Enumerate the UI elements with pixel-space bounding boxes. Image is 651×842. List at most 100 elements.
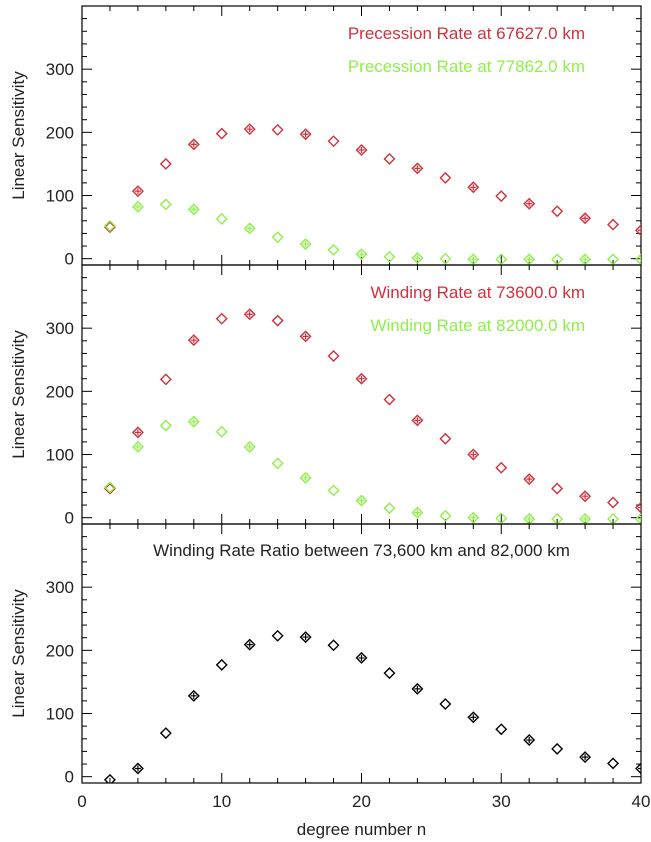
data-point — [495, 253, 508, 265]
data-point — [383, 667, 396, 680]
x-tick-label: 0 — [77, 792, 86, 811]
y-tick-label: 300 — [46, 578, 74, 597]
data-point — [551, 253, 564, 265]
data-point — [579, 751, 592, 764]
data-point-cross — [638, 765, 641, 772]
data-point — [103, 482, 116, 495]
data-point — [467, 253, 480, 265]
x-tick-label: 40 — [632, 792, 651, 811]
y-tick-label: 300 — [46, 60, 74, 79]
data-point — [187, 203, 200, 216]
data-point — [271, 231, 284, 244]
data-point — [159, 373, 172, 386]
data-point — [467, 448, 480, 461]
x-axis-label: degree number n — [297, 820, 426, 839]
plot-frame — [81, 264, 642, 525]
data-point-cross — [134, 188, 141, 195]
data-point-cross — [470, 514, 477, 521]
series-layer — [103, 123, 641, 265]
data-point — [635, 224, 641, 237]
data-point-cross — [582, 515, 589, 522]
series-1 — [103, 308, 641, 514]
data-point — [383, 152, 396, 165]
data-point — [103, 773, 116, 783]
x-tick-label: 20 — [352, 792, 371, 811]
data-point-cross — [302, 131, 309, 138]
x-tick-label: 30 — [492, 792, 511, 811]
data-point — [411, 162, 424, 175]
data-point — [327, 243, 340, 256]
series-layer — [103, 629, 641, 783]
y-tick-label: 100 — [46, 187, 74, 206]
data-point-cross — [414, 417, 421, 424]
data-point — [383, 250, 396, 263]
data-point-cross — [358, 375, 365, 382]
data-point-cross — [638, 504, 641, 511]
legend-entry: Precession Rate at 77862.0 km — [348, 57, 585, 76]
data-point-cross — [414, 255, 421, 262]
data-point — [299, 238, 312, 251]
legend-entry: Winding Rate at 73600.0 km — [370, 283, 585, 302]
data-point — [159, 198, 172, 211]
data-point — [523, 197, 536, 210]
data-point-cross — [190, 692, 197, 699]
data-point — [299, 128, 312, 141]
data-point-cross — [526, 256, 533, 263]
y-tick-label: 0 — [65, 768, 74, 787]
data-point-cross — [470, 451, 477, 458]
data-point-cross — [246, 641, 253, 648]
y-tick-label: 100 — [46, 446, 74, 465]
data-point — [327, 639, 340, 652]
data-point — [215, 425, 228, 438]
data-point — [299, 631, 312, 644]
data-point — [355, 144, 368, 157]
series-layer — [103, 308, 641, 524]
data-point-cross — [190, 141, 197, 148]
data-point-cross — [638, 256, 641, 263]
data-point — [439, 509, 452, 522]
data-point — [579, 253, 592, 265]
data-point — [299, 330, 312, 343]
data-point — [271, 629, 284, 642]
data-point — [243, 222, 256, 235]
data-point — [327, 349, 340, 362]
data-point — [523, 473, 536, 486]
data-point-cross — [302, 474, 309, 481]
data-point — [131, 762, 144, 775]
y-tick-label: 200 — [46, 382, 74, 401]
data-point — [299, 471, 312, 484]
data-point — [579, 490, 592, 503]
data-point — [215, 312, 228, 325]
data-point-cross — [134, 765, 141, 772]
data-point — [131, 200, 144, 213]
data-point — [215, 127, 228, 140]
data-point — [131, 185, 144, 198]
series-1 — [103, 629, 641, 783]
y-tick-label: 0 — [65, 250, 74, 269]
legend-entry: Precession Rate at 67627.0 km — [348, 24, 585, 43]
data-point — [411, 414, 424, 427]
data-point — [383, 502, 396, 515]
data-point — [495, 723, 508, 736]
data-point-cross — [302, 241, 309, 248]
data-point — [355, 372, 368, 385]
data-point — [103, 219, 116, 232]
data-point-cross — [470, 184, 477, 191]
data-point — [355, 248, 368, 261]
data-point — [327, 484, 340, 497]
data-point — [635, 501, 641, 514]
data-point-cross — [134, 203, 141, 210]
data-point-cross — [526, 476, 533, 483]
y-axis-label: Linear Sensitivity — [9, 589, 28, 718]
data-point — [159, 727, 172, 740]
series-1 — [103, 123, 641, 237]
data-point-cross — [414, 165, 421, 172]
data-point — [271, 314, 284, 327]
data-point-cross — [134, 443, 141, 450]
y-tick-label: 300 — [46, 319, 74, 338]
data-point — [411, 252, 424, 265]
data-point-cross — [414, 685, 421, 692]
data-point-cross — [190, 337, 197, 344]
